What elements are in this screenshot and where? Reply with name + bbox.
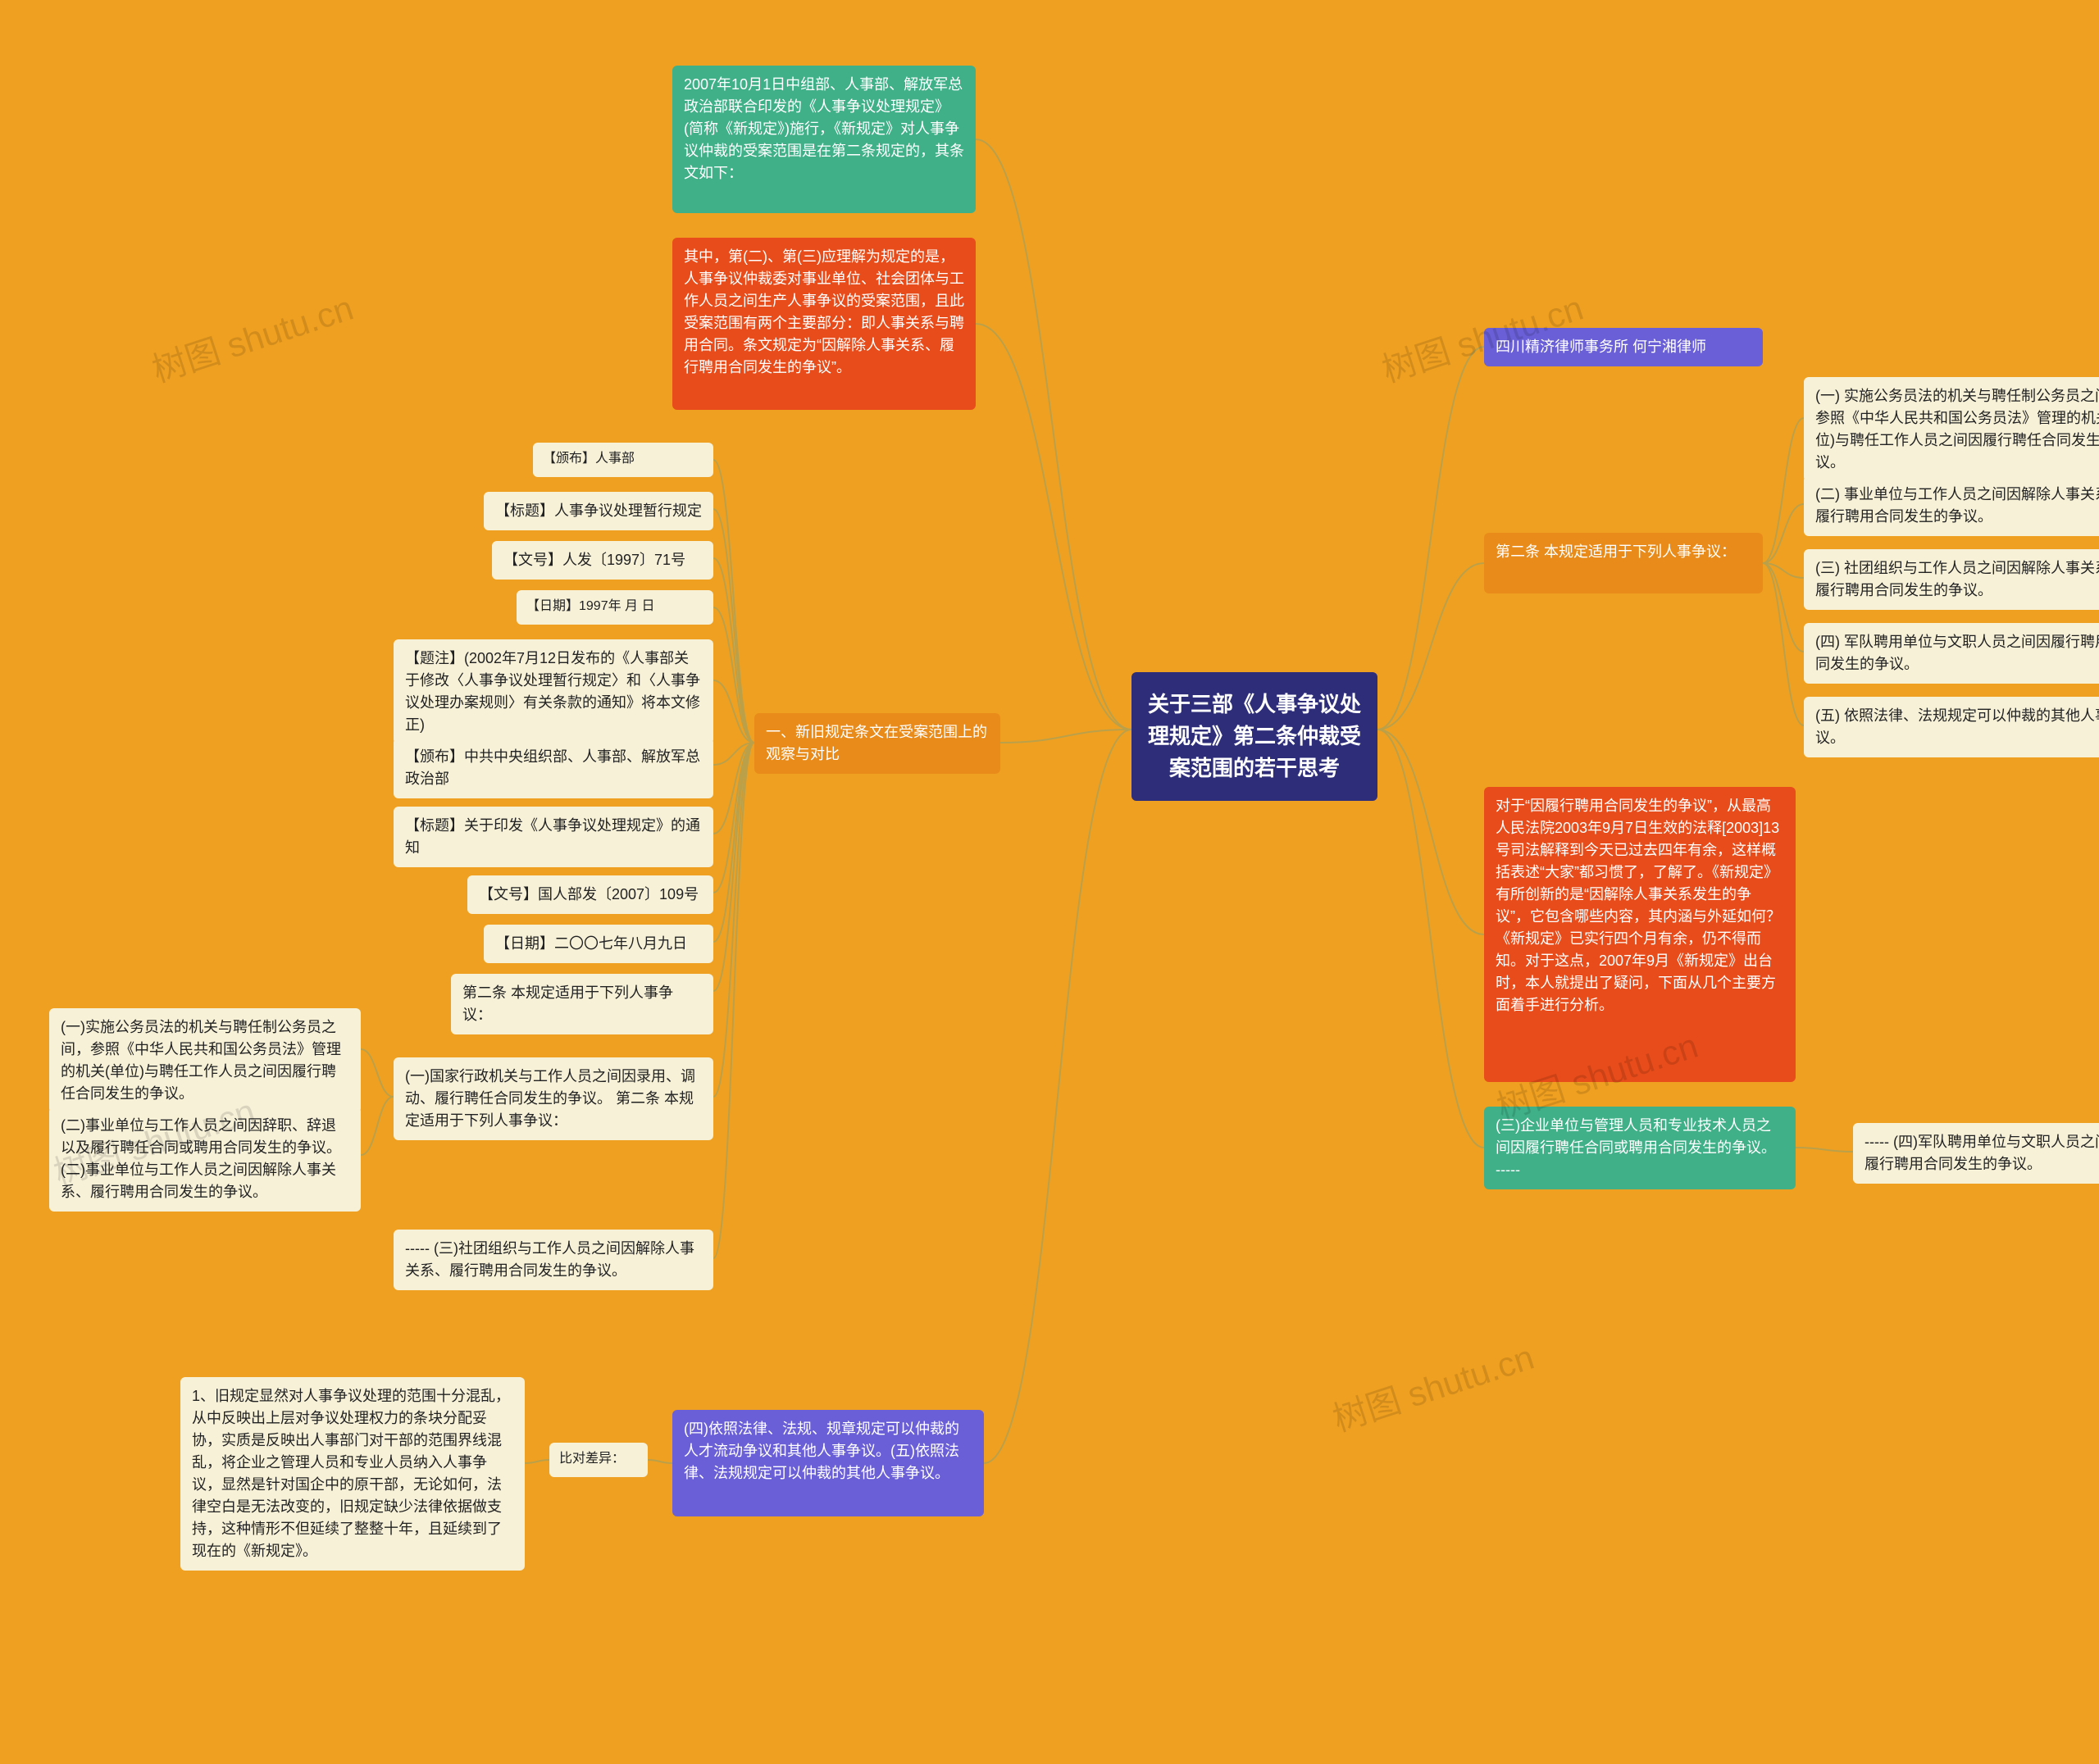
connector xyxy=(1763,504,1804,563)
connector xyxy=(713,743,754,1258)
mindmap-node-l_p1a[interactable]: 1、旧规定显然对人事争议处理的范围十分混乱，从中反映出上层对争议处理权力的条块分… xyxy=(180,1377,525,1571)
mindmap-node-l_o11b[interactable]: (二)事业单位与工作人员之间因辞职、辞退以及履行聘任合同或聘用合同发生的争议。(… xyxy=(49,1107,361,1212)
connector xyxy=(1763,563,1804,578)
connector xyxy=(713,743,754,942)
connector xyxy=(713,509,754,743)
connector xyxy=(713,743,754,765)
connector xyxy=(976,139,1131,730)
mindmap-node-r1[interactable]: 四川精济律师事务所 何宁湘律师 xyxy=(1484,328,1763,366)
mindmap-node-r3[interactable]: 对于“因履行聘用合同发生的争议”，从最高人民法院2003年9月7日生效的法释[2… xyxy=(1484,787,1796,1082)
connector xyxy=(713,607,754,743)
mindmap-node-l_green[interactable]: 2007年10月1日中组部、人事部、解放军总政治部联合印发的《人事争议处理规定》… xyxy=(672,66,976,213)
mindmap-node-l_o8[interactable]: 【文号】国人部发〔2007〕109号 xyxy=(467,875,713,914)
connector xyxy=(1377,730,1484,934)
connector xyxy=(1377,730,1484,1148)
connector xyxy=(713,743,754,893)
connector xyxy=(648,1460,672,1463)
mindmap-node-l_purple[interactable]: (四)依照法律、法规、规章规定可以仲裁的人才流动争议和其他人事争议。(五)依照法… xyxy=(672,1410,984,1516)
connector xyxy=(713,743,754,1097)
connector xyxy=(713,558,754,743)
mindmap-node-r4a[interactable]: ----- (四)军队聘用单位与文职人员之间因履行聘用合同发生的争议。 xyxy=(1853,1123,2099,1184)
connector xyxy=(1763,563,1804,725)
watermark: 树图 shutu.cn xyxy=(1326,1330,1540,1442)
mindmap-node-r2b[interactable]: (二) 事业单位与工作人员之间因解除人事关系，履行聘用合同发生的争议。 xyxy=(1804,475,2099,536)
mindmap-node-l_o9[interactable]: 【日期】二〇〇七年八月九日 xyxy=(484,925,713,963)
mindmap-node-l_p1[interactable]: 比对差异： xyxy=(549,1443,648,1477)
mindmap-node-l_orange[interactable]: 一、新旧规定条文在受案范围上的观察与对比 xyxy=(754,713,1000,774)
mindmap-node-l_o7[interactable]: 【标题】关于印发《人事争议处理规定》的通知 xyxy=(394,807,713,867)
mindmap-node-root[interactable]: 关于三部《人事争议处理规定》第二条仲裁受案范围的若干思考 xyxy=(1131,672,1377,801)
connector xyxy=(713,743,754,834)
mindmap-node-l_red[interactable]: 其中，第(二)、第(三)应理解为规定的是，人事争议仲裁委对事业单位、社会团体与工… xyxy=(672,238,976,410)
mindmap-node-r2a[interactable]: (一) 实施公务员法的机关与聘任制公务员之间，参照《中华人民共和国公务员法》管理… xyxy=(1804,377,2099,482)
mindmap-node-l_o3[interactable]: 【文号】人发〔1997〕71号 xyxy=(492,541,713,580)
mindmap-node-l_o6[interactable]: 【颁布】中共中央组织部、人事部、解放军总政治部 xyxy=(394,738,713,798)
mindmap-node-r2c[interactable]: (三) 社团组织与工作人员之间因解除人事关系，履行聘用合同发生的争议。 xyxy=(1804,549,2099,610)
mindmap-node-l_o11[interactable]: (一)国家行政机关与工作人员之间因录用、调动、履行聘任合同发生的争议。 第二条 … xyxy=(394,1057,713,1140)
mindmap-node-l_o2[interactable]: 【标题】人事争议处理暂行规定 xyxy=(484,492,713,530)
connector xyxy=(1796,1148,1853,1152)
connector xyxy=(1377,347,1484,730)
connector xyxy=(1000,730,1131,743)
connector xyxy=(1763,418,1804,563)
connector xyxy=(713,743,754,991)
mindmap-node-l_o10[interactable]: 第二条 本规定适用于下列人事争议： xyxy=(451,974,713,1034)
mindmap-node-r4[interactable]: (三)企业单位与管理人员和专业技术人员之间因履行聘任合同或聘用合同发生的争议。 … xyxy=(1484,1107,1796,1189)
mindmap-node-r2[interactable]: 第二条 本规定适用于下列人事争议： xyxy=(1484,533,1763,593)
mindmap-node-l_o4[interactable]: 【日期】1997年 月 日 xyxy=(517,590,713,625)
connector xyxy=(525,1460,549,1463)
connector xyxy=(976,324,1131,730)
mindmap-node-r2e[interactable]: (五) 依照法律、法规规定可以仲裁的其他人事争议。 xyxy=(1804,697,2099,757)
connector xyxy=(361,1049,394,1097)
connector xyxy=(713,460,754,743)
connector xyxy=(984,730,1131,1463)
connector xyxy=(361,1097,394,1155)
mindmap-node-l_o11a[interactable]: (一)实施公务员法的机关与聘任制公务员之间，参照《中华人民共和国公务员法》管理的… xyxy=(49,1008,361,1113)
connector xyxy=(1763,563,1804,652)
mindmap-node-r2d[interactable]: (四) 军队聘用单位与文职人员之间因履行聘用合同发生的争议。 xyxy=(1804,623,2099,684)
watermark: 树图 shutu.cn xyxy=(145,280,359,393)
mindmap-node-l_o1[interactable]: 【颁布】人事部 xyxy=(533,443,713,477)
mindmap-node-l_o5[interactable]: 【题注】(2002年7月12日发布的《人事部关于修改〈人事争议处理暂行规定〉和〈… xyxy=(394,639,713,744)
mindmap-node-l_o12[interactable]: ----- (三)社团组织与工作人员之间因解除人事关系、履行聘用合同发生的争议。 xyxy=(394,1230,713,1290)
connector xyxy=(1377,563,1484,730)
connector xyxy=(713,680,754,743)
